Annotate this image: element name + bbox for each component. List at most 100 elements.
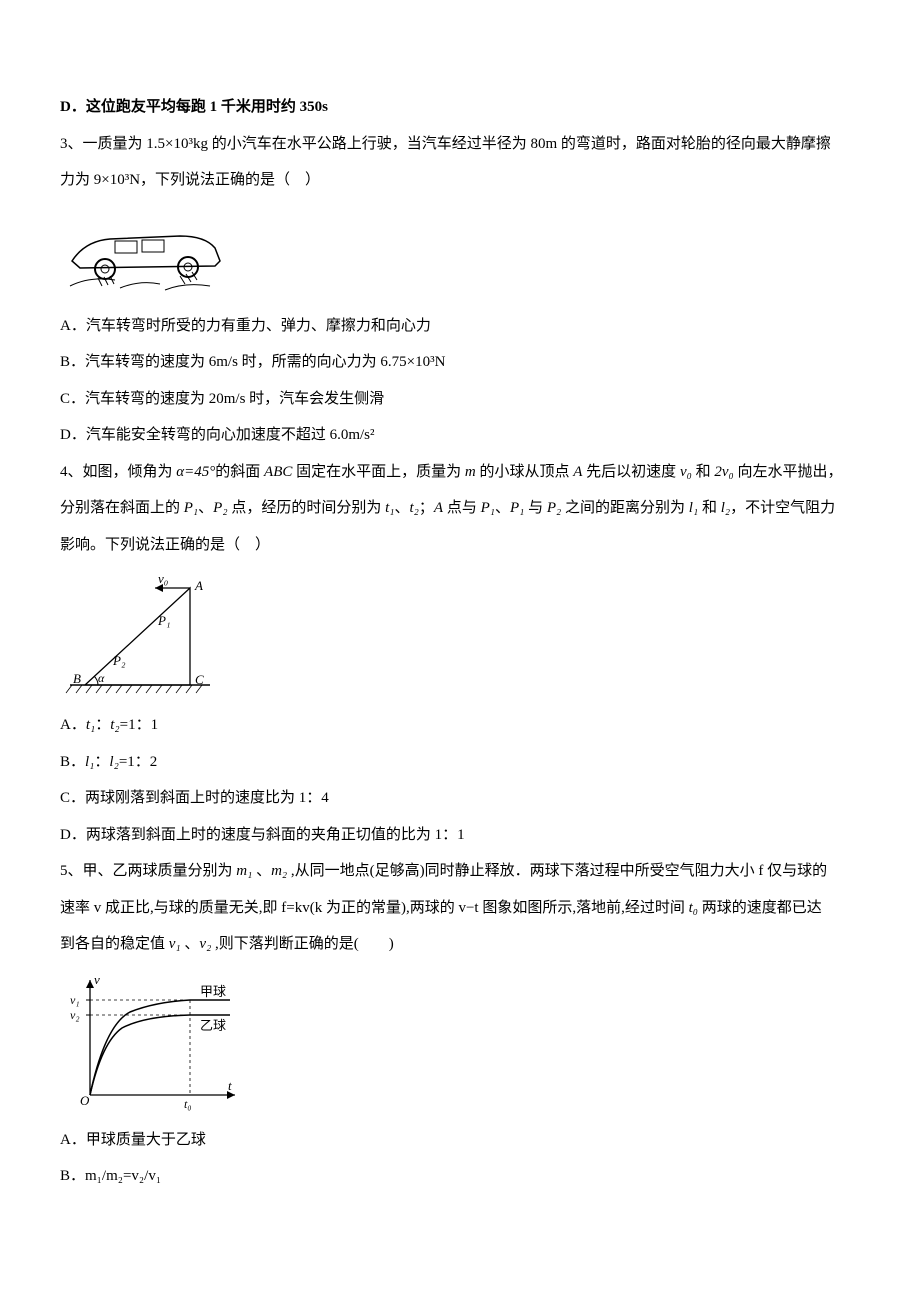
fig-P2-label: P₂ <box>112 653 126 668</box>
fig-P1-label: P₁ <box>157 613 170 628</box>
q5-stem-line1: 5、甲、乙两球质量分别为 m₁ 、m₂ ,从同一地点(足够高)同时静止释放．两球… <box>60 854 860 889</box>
q4-s2-j: 和 <box>698 500 721 516</box>
q4-s2-A: A <box>434 500 443 516</box>
q5-s2-b: 两球的速度都已达 <box>698 900 822 916</box>
q4-opta-b: ： <box>95 717 110 733</box>
q4-s2-P2b: P₂ <box>547 500 561 516</box>
fig-v-label: v <box>94 972 100 987</box>
fig-v1-label: v₁ <box>70 993 80 1007</box>
q5-s1-a: 5、甲、乙两球质量分别为 <box>60 863 236 879</box>
q4-s2-h: 与 <box>524 500 547 516</box>
q4-s2-f: 点与 <box>443 500 481 516</box>
q5-s3-c: ,则下落判断正确的是( ) <box>211 936 394 952</box>
q4-option-a: A．t₁：t₂=1：1 <box>60 708 860 743</box>
q5-s3-v2: v₂ <box>199 936 211 952</box>
q4-s2-l1: l₁ <box>689 500 698 516</box>
q5-s1-c: ,从同一地点(足够高)同时静止释放．两球下落过程中所受空气阻力大小 f 仅与球的 <box>287 863 827 879</box>
q2-optd-text: D．这位跑友平均每跑 1 千米用时约 350s <box>60 99 328 115</box>
fig-A-label: A <box>194 578 203 593</box>
q4-s2-P1: P₁ <box>184 500 198 516</box>
q4-s2-l2: l₂ <box>721 500 730 516</box>
q3-stem-line1: 3、一质量为 1.5×10³kg 的小汽车在水平公路上行驶，当汽车经过半径为 8… <box>60 127 860 162</box>
q5-stem-line2: 速率 v 成正比,与球的质量无关,即 f=kv(k 为正的常量),两球的 v−t… <box>60 891 860 926</box>
q4-s1-d: 的小球从顶点 <box>476 464 574 480</box>
q4-optb-b: ： <box>94 754 109 770</box>
triangle-icon: v₀ A P₁ P₂ B C α <box>60 570 220 700</box>
q4-option-b: B．l₁：l₂=1：2 <box>60 745 860 780</box>
q5-s1-m2: m₂ <box>271 863 287 879</box>
q5-optb-text: B．m₁/m₂=v₂/v₁ <box>60 1168 161 1184</box>
q4-s1-2v0: 2v₀ <box>714 464 733 480</box>
q5-option-a: A．甲球质量大于乙球 <box>60 1123 860 1158</box>
q5-s1-m1: m₁ <box>236 863 252 879</box>
q5-vt-figure: v t O v₁ v₂ t₀ 甲球 乙球 <box>60 970 860 1115</box>
q4-s1-v0: v₀ <box>680 464 692 480</box>
q5-stem-line3: 到各自的稳定值 v₁ 、v₂ ,则下落判断正确的是( ) <box>60 927 860 962</box>
q4-s1-f: 和 <box>692 464 715 480</box>
q4-stem-line3: 影响。下列说法正确的是（ ） <box>60 528 860 563</box>
q4-opta-a: A． <box>60 717 86 733</box>
q4-opta-c: =1：1 <box>120 717 158 733</box>
q4-optc-text: C．两球刚落到斜面上时的速度比为 1：4 <box>60 790 329 806</box>
q3-optc-text: C．汽车转弯的速度为 20m/s 时，汽车会发生侧滑 <box>60 391 384 407</box>
q5-s3-b: 、 <box>181 936 200 952</box>
q4-s1-g: 向左水平抛出， <box>734 464 843 480</box>
q5-s2-t0: t₀ <box>689 900 698 916</box>
q4-s1-e: 先后以初速度 <box>582 464 680 480</box>
q3-opta-text: A．汽车转弯时所受的力有重力、弹力、摩擦力和向心力 <box>60 318 431 334</box>
q4-s2-b: 、 <box>198 500 213 516</box>
q3-option-d: D．汽车能安全转弯的向心加速度不超过 6.0m/s² <box>60 418 860 453</box>
q3-option-a: A．汽车转弯时所受的力有重力、弹力、摩擦力和向心力 <box>60 309 860 344</box>
fig-v0-label: v₀ <box>158 571 168 586</box>
q4-optb-a: B． <box>60 754 85 770</box>
fig-v2-label: v₂ <box>70 1008 80 1022</box>
fig-alpha-label: α <box>98 671 105 685</box>
q5-s3-v1: v₁ <box>169 936 181 952</box>
q4-optb-l1: l₁ <box>85 754 94 770</box>
q4-s2-P1b: P₁ <box>481 500 495 516</box>
q4-option-c: C．两球刚落到斜面上时的速度比为 1：4 <box>60 781 860 816</box>
q5-s2-a: 速率 v 成正比,与球的质量无关,即 f=kv(k 为正的常量),两球的 v−t… <box>60 900 689 916</box>
q3-car-figure <box>60 206 860 301</box>
q3-option-b: B．汽车转弯的速度为 6m/s 时，所需的向心力为 6.75×10³N <box>60 345 860 380</box>
q4-s1-c: 固定在水平面上，质量为 <box>292 464 465 480</box>
q4-s2-e: ； <box>419 500 434 516</box>
q4-opta-t1: t₁ <box>86 717 95 733</box>
q4-s1-abc: ABC <box>264 464 292 480</box>
fig-t-label: t <box>228 1078 232 1093</box>
q4-stem-line1: 4、如图，倾角为 α=45°的斜面 ABC 固定在水平面上，质量为 m 的小球从… <box>60 455 860 490</box>
fig-t0-label: t₀ <box>184 1097 192 1111</box>
q4-s2-c: 点，经历的时间分别为 <box>228 500 386 516</box>
q4-s2-P2: P₂ <box>213 500 227 516</box>
q4-triangle-figure: v₀ A P₁ P₂ B C α <box>60 570 860 700</box>
car-icon <box>60 206 240 301</box>
q3-option-c: C．汽车转弯的速度为 20m/s 时，汽车会发生侧滑 <box>60 382 860 417</box>
q5-option-b: B．m₁/m₂=v₂/v₁ <box>60 1159 860 1194</box>
q4-s2-i: 之间的距离分别为 <box>561 500 689 516</box>
vt-graph-icon: v t O v₁ v₂ t₀ 甲球 乙球 <box>60 970 250 1115</box>
fig-C-label: C <box>195 672 204 687</box>
q4-option-d: D．两球落到斜面上时的速度与斜面的夹角正切值的比为 1：1 <box>60 818 860 853</box>
q4-s2-d: 、 <box>394 500 409 516</box>
q4-s2-k: ，不计空气阻力 <box>730 500 835 516</box>
fig-O-label: O <box>80 1093 90 1108</box>
q4-s2-g: 、 <box>495 500 510 516</box>
q4-optb-c: =1：2 <box>119 754 157 770</box>
q4-s2-a: 分别落在斜面上的 <box>60 500 184 516</box>
q4-s2-P1c: P₁ <box>510 500 524 516</box>
q5-opta-text: A．甲球质量大于乙球 <box>60 1132 206 1148</box>
q5-s3-a: 到各自的稳定值 <box>60 936 169 952</box>
q4-optd-text: D．两球落到斜面上时的速度与斜面的夹角正切值的比为 1：1 <box>60 827 465 843</box>
q3-stem-line2: 力为 9×10³N，下列说法正确的是（ ） <box>60 163 860 198</box>
fig-B-label: B <box>73 671 81 686</box>
q4-s1-b: 的斜面 <box>215 464 264 480</box>
q3-stem1-text: 3、一质量为 1.5×10³kg 的小汽车在水平公路上行驶，当汽车经过半径为 8… <box>60 136 831 152</box>
q3-optb-text: B．汽车转弯的速度为 6m/s 时，所需的向心力为 6.75×10³N <box>60 354 445 370</box>
q4-s1-a: 4、如图，倾角为 <box>60 464 176 480</box>
fig-jia-label: 甲球 <box>200 984 226 999</box>
q4-stem-line2: 分别落在斜面上的 P₁、P₂ 点，经历的时间分别为 t₁、t₂；A 点与 P₁、… <box>60 491 860 526</box>
q4-s3-text: 影响。下列说法正确的是（ ） <box>60 537 270 553</box>
q5-s1-b: 、 <box>252 863 271 879</box>
q4-s1-m: m <box>465 464 476 480</box>
q3-optd-text: D．汽车能安全转弯的向心加速度不超过 6.0m/s² <box>60 427 375 443</box>
